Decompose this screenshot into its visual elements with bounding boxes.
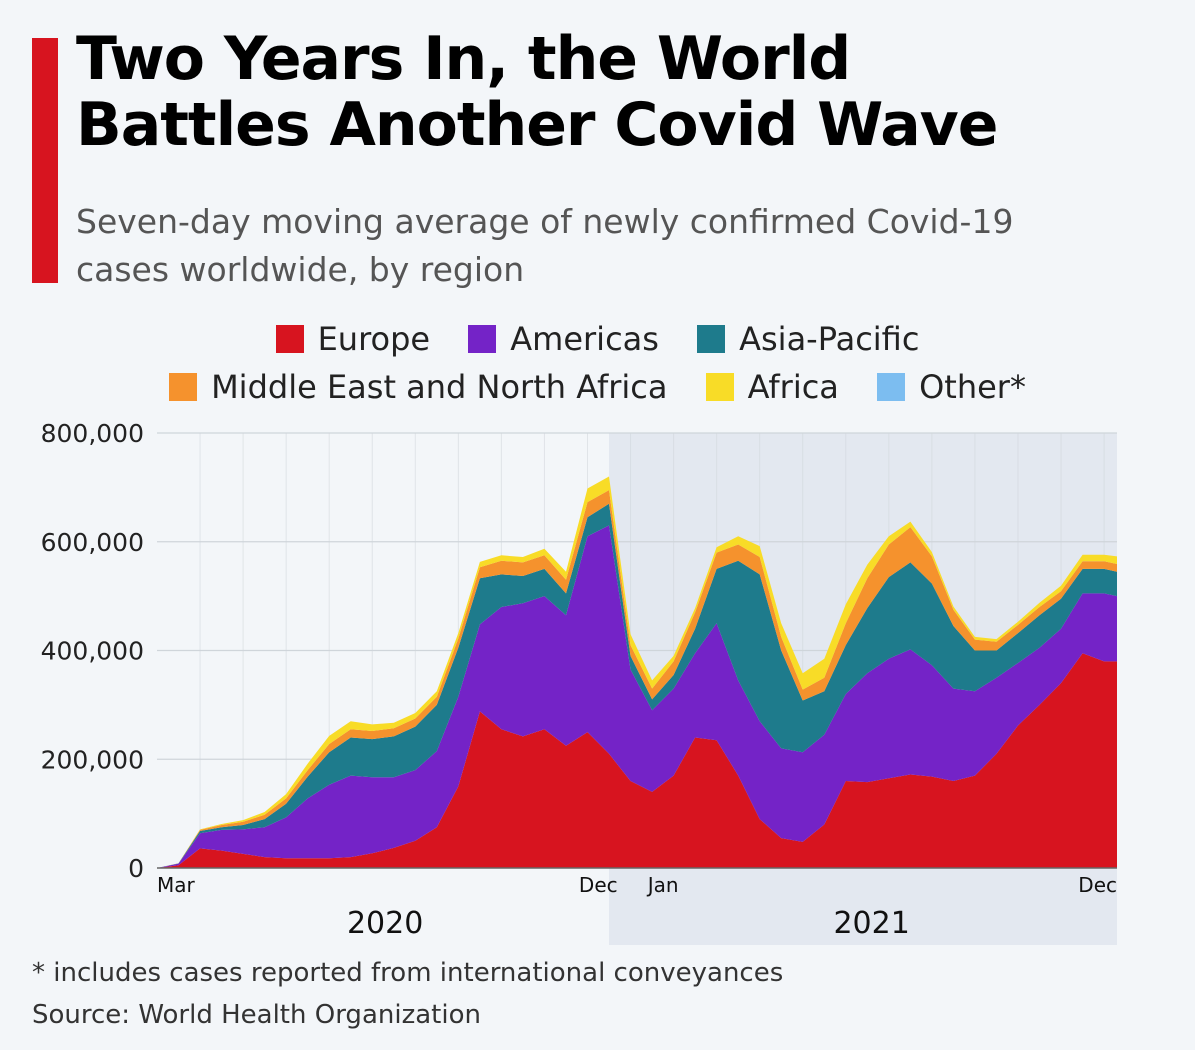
legend-swatch xyxy=(169,373,198,401)
area-middle-east-and-north-africa xyxy=(157,490,1117,868)
y-tick-label: 200,000 xyxy=(41,745,144,774)
legend-item-americas: Americas xyxy=(468,320,659,358)
y-tick-label: 0 xyxy=(128,854,144,883)
area-chart: 0 200,000 400,000 600,000 800,000 Mar Dec Jan D… xyxy=(41,419,1117,945)
chart-title: Two Years In, the World Battles Another … xyxy=(76,26,1176,158)
area-americas xyxy=(157,525,1117,868)
accent-bar xyxy=(32,38,58,283)
legend-swatch xyxy=(468,325,497,353)
legend-row-1: Europe Americas Asia-Pacific xyxy=(0,318,1195,358)
chart-subtitle: Seven-day moving average of newly confir… xyxy=(76,198,1176,294)
legend-item-asia-pacific: Asia-Pacific xyxy=(697,320,919,358)
x-tick-label: Dec xyxy=(579,873,618,897)
x-tick-label: Jan xyxy=(646,873,679,897)
legend-row-2: Middle East and North Africa Africa Othe… xyxy=(0,366,1195,406)
legend-swatch xyxy=(877,373,906,401)
x-tick-label: Dec xyxy=(1078,873,1117,897)
legend-label: Other* xyxy=(919,368,1026,406)
y-axis-ticks: 0 200,000 400,000 600,000 800,000 xyxy=(41,419,144,883)
legend-item-other: Other* xyxy=(877,368,1026,406)
legend-label: Europe xyxy=(317,320,431,358)
year-labels: 2020 2021 xyxy=(347,906,910,941)
chart-title-line: Two Years In, the World xyxy=(76,24,851,94)
source-note: Source: World Health Organization xyxy=(32,1000,481,1030)
legend-swatch xyxy=(275,325,304,353)
legend-swatch xyxy=(697,325,726,353)
footnote: * includes cases reported from internati… xyxy=(32,958,784,988)
chart-title-line: Battles Another Covid Wave xyxy=(76,90,999,160)
year-label: 2020 xyxy=(347,906,423,941)
legend-item-europe: Europe xyxy=(275,320,431,358)
y-tick-label: 400,000 xyxy=(41,637,144,666)
legend-item-mena: Middle East and North Africa xyxy=(169,368,667,406)
year-label: 2021 xyxy=(833,906,909,941)
y-tick-label: 600,000 xyxy=(41,528,144,557)
x-axis-ticks: Mar Dec Jan Dec xyxy=(157,873,1117,897)
legend-item-africa: Africa xyxy=(705,368,839,406)
y-tick-label: 800,000 xyxy=(41,419,144,448)
legend-label: Africa xyxy=(747,368,839,406)
area-asia-pacific xyxy=(157,503,1117,868)
x-tick-label: Mar xyxy=(157,873,196,897)
area-series xyxy=(157,476,1117,868)
legend-label: Asia-Pacific xyxy=(739,320,920,358)
legend-label: Americas xyxy=(510,320,659,358)
legend-label: Middle East and North Africa xyxy=(211,368,668,406)
area-europe xyxy=(157,653,1117,868)
legend-swatch xyxy=(705,373,734,401)
chart-subtitle-line: Seven-day moving average of newly confir… xyxy=(76,202,1014,241)
chart-subtitle-line: cases worldwide, by region xyxy=(76,250,525,289)
